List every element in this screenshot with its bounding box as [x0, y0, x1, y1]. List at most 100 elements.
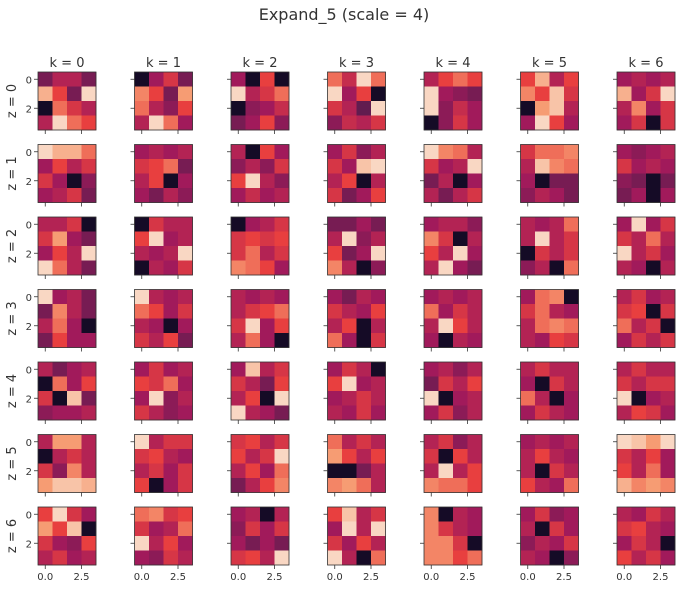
heatmap-panel: 0.0 2.5	[323, 506, 386, 583]
heatmap-cell	[467, 289, 483, 305]
heatmap-panel	[323, 71, 386, 134]
panel-frame	[616, 506, 676, 566]
heatmap-cell	[163, 72, 179, 87]
heatmap-cell	[549, 376, 565, 392]
heatmap-cell	[467, 449, 483, 464]
heatmap-cell	[52, 405, 68, 421]
heatmap-cell	[438, 550, 454, 566]
x-tick-label: 0.0	[37, 572, 53, 583]
panel-frame	[134, 434, 193, 493]
heatmap-cell	[38, 101, 53, 116]
heatmap-cell	[38, 289, 53, 305]
heatmap-cell	[342, 434, 357, 450]
heatmap-cell	[52, 333, 68, 348]
heatmap-cell	[646, 463, 661, 479]
heatmap-cell	[424, 217, 439, 232]
heatmap-cell	[371, 246, 386, 261]
panel-frame	[423, 144, 483, 203]
y-tick-label: 0	[26, 510, 32, 521]
heatmap-cell	[631, 86, 647, 102]
heatmap-cell	[260, 217, 275, 232]
heatmap-cell	[245, 289, 261, 305]
heatmap-cell	[38, 304, 53, 319]
heatmap-cell	[453, 376, 468, 392]
heatmap-cell	[81, 362, 97, 377]
heatmap-panel: 0 2 0.0 2.5	[26, 506, 97, 583]
heatmap-cell	[134, 246, 150, 261]
heatmap-cell	[245, 260, 261, 276]
heatmap-cell	[520, 434, 536, 450]
heatmap-cell	[342, 188, 357, 203]
heatmap-cell	[178, 362, 193, 377]
heatmap-cell	[163, 318, 179, 334]
heatmap-cell	[274, 391, 290, 406]
heatmap-cell	[467, 434, 483, 450]
heatmap-cell	[67, 289, 82, 305]
heatmap-cell	[245, 391, 261, 406]
heatmap-cell	[52, 318, 68, 334]
heatmap-cell	[274, 231, 290, 247]
heatmap-cell	[356, 478, 372, 493]
heatmap-cell	[38, 463, 53, 479]
heatmap-cell	[67, 405, 82, 421]
heatmap-cell	[245, 463, 261, 479]
heatmap-cell	[163, 521, 179, 537]
heatmap-cell	[356, 289, 372, 305]
heatmap-cell	[327, 536, 343, 551]
heatmap-cell	[274, 260, 290, 276]
heatmap-cell	[535, 115, 550, 131]
heatmap-cell	[646, 86, 661, 102]
heatmap-cell	[660, 536, 676, 551]
heatmap-cell	[424, 333, 439, 348]
heatmap-cell	[660, 405, 676, 421]
heatmap-cell	[342, 536, 357, 551]
heatmap-panel	[227, 216, 290, 279]
heatmap-cell	[356, 449, 372, 464]
heatmap-cell	[163, 391, 179, 406]
heatmap-cell	[631, 550, 647, 566]
heatmap-cell	[371, 217, 386, 232]
heatmap-cell	[438, 391, 454, 406]
heatmap-cell	[52, 72, 68, 87]
y-tick-label: 2	[26, 249, 32, 260]
heatmap-cell	[371, 86, 386, 102]
heatmap-cell	[178, 434, 193, 450]
heatmap-cell	[520, 289, 536, 305]
heatmap-cell	[371, 362, 386, 377]
heatmap-cell	[424, 173, 439, 189]
heatmap-cell	[81, 521, 97, 537]
heatmap-cell	[535, 521, 550, 537]
heatmap-cell	[231, 101, 246, 116]
heatmap-cell	[467, 507, 483, 522]
heatmap-cell	[342, 231, 357, 247]
heatmap-cell	[134, 521, 150, 537]
heatmap-cell	[617, 115, 632, 131]
heatmap-cell	[424, 86, 439, 102]
heatmap-cell	[81, 391, 97, 406]
heatmap-cell	[371, 260, 386, 276]
heatmap-cell	[52, 260, 68, 276]
heatmap-cell	[342, 304, 357, 319]
x-tick-label: 0.0	[230, 572, 246, 583]
heatmap-cell	[327, 318, 343, 334]
heatmap-panel	[130, 144, 193, 207]
heatmap-cell	[549, 217, 565, 232]
heatmap-cell	[327, 304, 343, 319]
heatmap-cell	[81, 333, 97, 348]
heatmap-cell	[617, 289, 632, 305]
panel-frame	[230, 144, 290, 203]
heatmap-cell	[617, 173, 632, 189]
heatmap-cell	[178, 246, 193, 261]
heatmap-cell	[564, 550, 579, 566]
heatmap-cell	[327, 217, 343, 232]
heatmap-cell	[38, 246, 53, 261]
heatmap-cell	[438, 188, 454, 203]
panel-frame	[327, 216, 386, 276]
heatmap-cell	[67, 521, 82, 537]
heatmap-cell	[535, 318, 550, 334]
heatmap-cell	[617, 101, 632, 116]
heatmap-cell	[535, 463, 550, 479]
heatmap-cell	[467, 217, 483, 232]
heatmap-cell	[564, 144, 579, 160]
heatmap-cell	[81, 318, 97, 334]
